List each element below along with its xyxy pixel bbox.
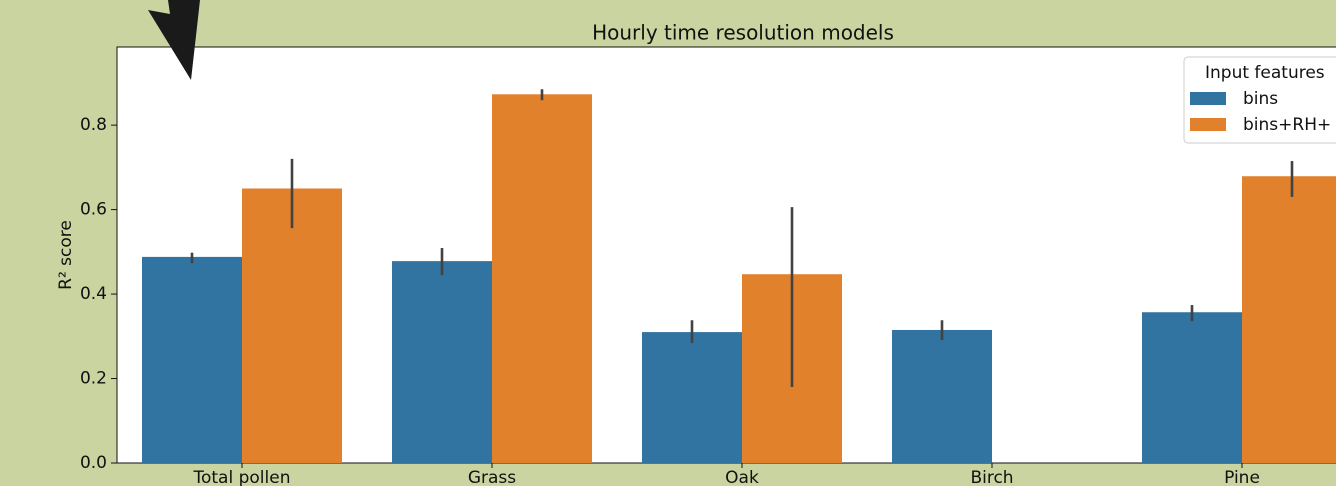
arrow-annotation [148, 0, 200, 80]
legend-swatch [1190, 92, 1226, 105]
y-tick-label: 0.4 [80, 284, 107, 304]
chart-title: Hourly time resolution models [592, 21, 894, 45]
y-tick-label: 0.6 [80, 200, 107, 220]
y-tick-label: 0.0 [80, 453, 107, 473]
bar [492, 94, 592, 464]
legend-swatch [1190, 118, 1226, 131]
bar [242, 188, 342, 463]
bar [392, 261, 492, 463]
legend: Input features bins bins+RH+ [1183, 56, 1336, 144]
x-tick-label: Oak [725, 468, 759, 486]
bar [142, 256, 242, 463]
y-tick-label: 0.8 [80, 115, 107, 135]
y-tick-label: 0.2 [80, 369, 107, 389]
bar [1142, 312, 1242, 463]
bar [1242, 176, 1336, 464]
x-tick-label: Pine [1224, 468, 1260, 486]
bar [892, 329, 992, 463]
legend-title: Input features [1205, 63, 1325, 83]
bar [642, 332, 742, 463]
x-tick-label: Total pollen [193, 468, 291, 486]
legend-label: bins+RH+ [1243, 115, 1331, 135]
legend-label: bins [1243, 89, 1278, 109]
x-tick-label: Grass [468, 468, 516, 486]
x-tick-label: Birch [970, 468, 1013, 486]
y-axis-label: R² score [56, 220, 76, 290]
